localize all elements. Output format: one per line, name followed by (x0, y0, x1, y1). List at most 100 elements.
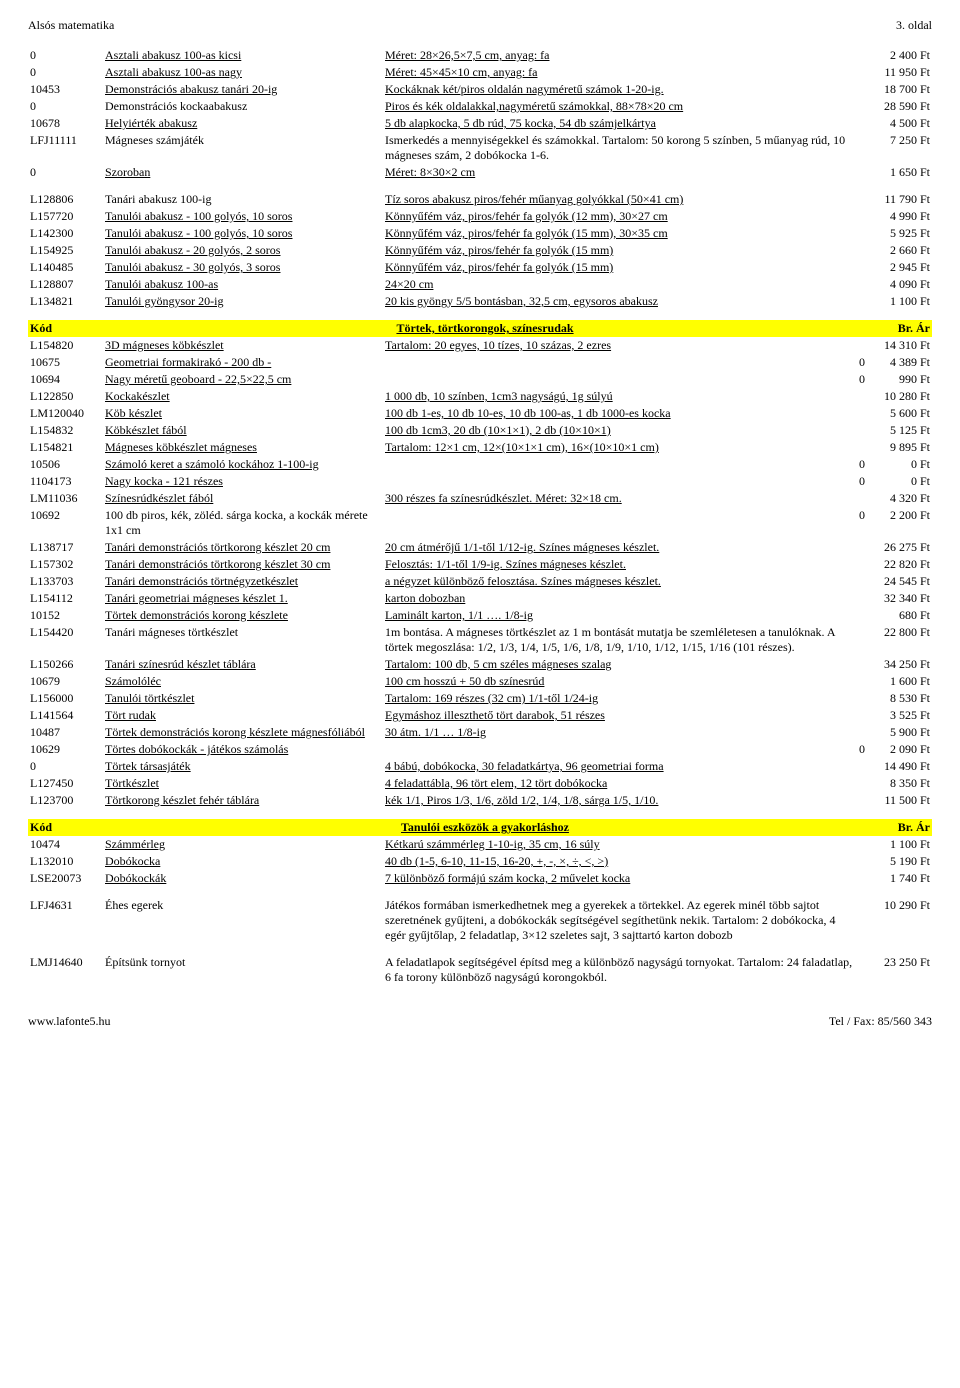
desc-cell: Piros és kék oldalakkal,nagyméretű számo… (383, 98, 855, 115)
desc-cell: 300 részes fa színesrúdkészlet. Méret: 3… (383, 490, 855, 507)
name-cell: Köb készlet (103, 405, 383, 422)
code-cell: 10678 (28, 115, 103, 132)
name-cell: Tanári színesrúd készlet táblára (103, 656, 383, 673)
zero-cell: 0 (855, 741, 867, 758)
desc-cell: Laminált karton, 1/1 …. 1/8-ig (383, 607, 855, 624)
zero-cell (855, 954, 867, 986)
table-row: 10152Törtek demonstrációs korong készlet… (28, 607, 932, 624)
code-cell: 10506 (28, 456, 103, 473)
price-cell: 8 530 Ft (867, 690, 932, 707)
name-cell: Tanulói abakusz - 20 golyós, 2 soros (103, 242, 383, 259)
code-cell: 0 (28, 47, 103, 64)
price-cell: 990 Ft (867, 371, 932, 388)
desc-cell: a négyzet különböző felosztása. Színes m… (383, 573, 855, 590)
name-cell: Törtek demonstrációs korong készlete mág… (103, 724, 383, 741)
zero-cell (855, 337, 867, 354)
name-cell: Törtkorong készlet fehér táblára (103, 792, 383, 809)
zero-cell (855, 293, 867, 310)
zero-cell (855, 836, 867, 853)
desc-cell: 40 db (1-5, 6-10, 11-15, 16-20, +, -, ×,… (383, 853, 855, 870)
page-header: Alsós matematika 3. oldal (28, 18, 932, 33)
code-cell: L141564 (28, 707, 103, 724)
code-cell: L154420 (28, 624, 103, 656)
name-cell: Dobókocka (103, 853, 383, 870)
code-cell: 10629 (28, 741, 103, 758)
code-cell: L134821 (28, 293, 103, 310)
name-cell: Dobókockák (103, 870, 383, 887)
code-cell: L132010 (28, 853, 103, 870)
desc-cell: Ismerkedés a mennyiségekkel és számokkal… (383, 132, 855, 164)
table-row: 10679Számolóléc100 cm hosszú + 50 db szí… (28, 673, 932, 690)
table-row: L154925Tanulói abakusz - 20 golyós, 2 so… (28, 242, 932, 259)
table-row: L157720Tanulói abakusz - 100 golyós, 10 … (28, 208, 932, 225)
table-row: LM120040Köb készlet100 db 1-es, 10 db 10… (28, 405, 932, 422)
desc-cell: 20 cm átmérőjű 1/1-től 1/12-ig. Színes m… (383, 539, 855, 556)
desc-cell: Tartalom: 12×1 cm, 12×(10×1×1 cm), 16×(1… (383, 439, 855, 456)
desc-cell: 4 bábú, dobókocka, 30 feladatkártya, 96 … (383, 758, 855, 775)
price-cell: 3 525 Ft (867, 707, 932, 724)
code-cell: L122850 (28, 388, 103, 405)
header-left: Alsós matematika (28, 18, 114, 33)
desc-cell: Méret: 8×30×2 cm (383, 164, 855, 181)
code-cell: 1104173 (28, 473, 103, 490)
zero-cell (855, 276, 867, 293)
desc-cell (383, 456, 855, 473)
price-cell: 23 250 Ft (867, 954, 932, 986)
name-cell: Köbkészlet fából (103, 422, 383, 439)
desc-cell: Kétkarú számmérleg 1-10-ig, 35 cm, 16 sú… (383, 836, 855, 853)
table-row: L154821Mágneses köbkészlet mágnesesTarta… (28, 439, 932, 456)
table-row: 10694Nagy méretű geoboard - 22,5×22,5 cm… (28, 371, 932, 388)
price-cell: 4 389 Ft (867, 354, 932, 371)
name-cell: Geometriai formakirakó - 200 db - (103, 354, 383, 371)
desc-cell: Játékos formában ismerkedhetnek meg a gy… (383, 897, 855, 944)
price-cell: 5 900 Ft (867, 724, 932, 741)
name-cell: Tanulói abakusz 100-as (103, 276, 383, 293)
name-cell: Tanulói abakusz - 100 golyós, 10 soros (103, 225, 383, 242)
zero-cell (855, 758, 867, 775)
zero-cell: 0 (855, 371, 867, 388)
name-cell: Tanulói abakusz - 30 golyós, 3 soros (103, 259, 383, 276)
code-cell: L154112 (28, 590, 103, 607)
table-row: 0Asztali abakusz 100-as kicsiMéret: 28×2… (28, 47, 932, 64)
zero-cell (855, 405, 867, 422)
section-header: KódTörtek, törtkorongok, színesrudakBr. … (28, 320, 932, 337)
table-row: 0Asztali abakusz 100-as nagyMéret: 45×45… (28, 64, 932, 81)
price-cell: 5 190 Ft (867, 853, 932, 870)
content-table: 0Asztali abakusz 100-as kicsiMéret: 28×2… (28, 47, 932, 986)
zero-cell (855, 724, 867, 741)
desc-cell: Könnyűfém váz, piros/fehér fa golyók (15… (383, 225, 855, 242)
price-cell: 2 090 Ft (867, 741, 932, 758)
name-cell: Asztali abakusz 100-as nagy (103, 64, 383, 81)
table-row: L156000Tanulói törtkészletTartalom: 169 … (28, 690, 932, 707)
table-row: 10692100 db piros, kék, zöléd. sárga koc… (28, 507, 932, 539)
table-row: L150266Tanári színesrúd készlet tábláraT… (28, 656, 932, 673)
code-cell: 0 (28, 98, 103, 115)
zero-cell (855, 624, 867, 656)
desc-cell: Méret: 28×26,5×7,5 cm, anyag: fa (383, 47, 855, 64)
zero-cell (855, 690, 867, 707)
code-cell: L154820 (28, 337, 103, 354)
table-row: L140485Tanulói abakusz - 30 golyós, 3 so… (28, 259, 932, 276)
table-row: 0Demonstrációs kockaabakuszPiros és kék … (28, 98, 932, 115)
desc-cell: 7 különböző formájú szám kocka, 2 művele… (383, 870, 855, 887)
price-cell: 0 Ft (867, 473, 932, 490)
table-row: LSE20073Dobókockák7 különböző formájú sz… (28, 870, 932, 887)
desc-cell (383, 354, 855, 371)
price-cell: 680 Ft (867, 607, 932, 624)
zero-cell (855, 656, 867, 673)
name-cell: Tanári demonstrációs törtkorong készlet … (103, 556, 383, 573)
table-row: L134821Tanulói gyöngysor 20-ig20 kis gyö… (28, 293, 932, 310)
price-cell: 2 945 Ft (867, 259, 932, 276)
name-cell: Törtek demonstrációs korong készlete (103, 607, 383, 624)
table-row: L142300Tanulói abakusz - 100 golyós, 10 … (28, 225, 932, 242)
name-cell: Tanári geometriai mágneses készlet 1. (103, 590, 383, 607)
name-cell: Törtek társasjáték (103, 758, 383, 775)
price-cell: 32 340 Ft (867, 590, 932, 607)
code-cell: 0 (28, 164, 103, 181)
table-row: 10453Demonstrációs abakusz tanári 20-igK… (28, 81, 932, 98)
name-cell: Tanári demonstrációs törtkorong készlet … (103, 539, 383, 556)
zero-cell (855, 132, 867, 164)
code-cell: LFJ4631 (28, 897, 103, 944)
desc-cell (383, 473, 855, 490)
desc-cell: Méret: 45×45×10 cm, anyag: fa (383, 64, 855, 81)
